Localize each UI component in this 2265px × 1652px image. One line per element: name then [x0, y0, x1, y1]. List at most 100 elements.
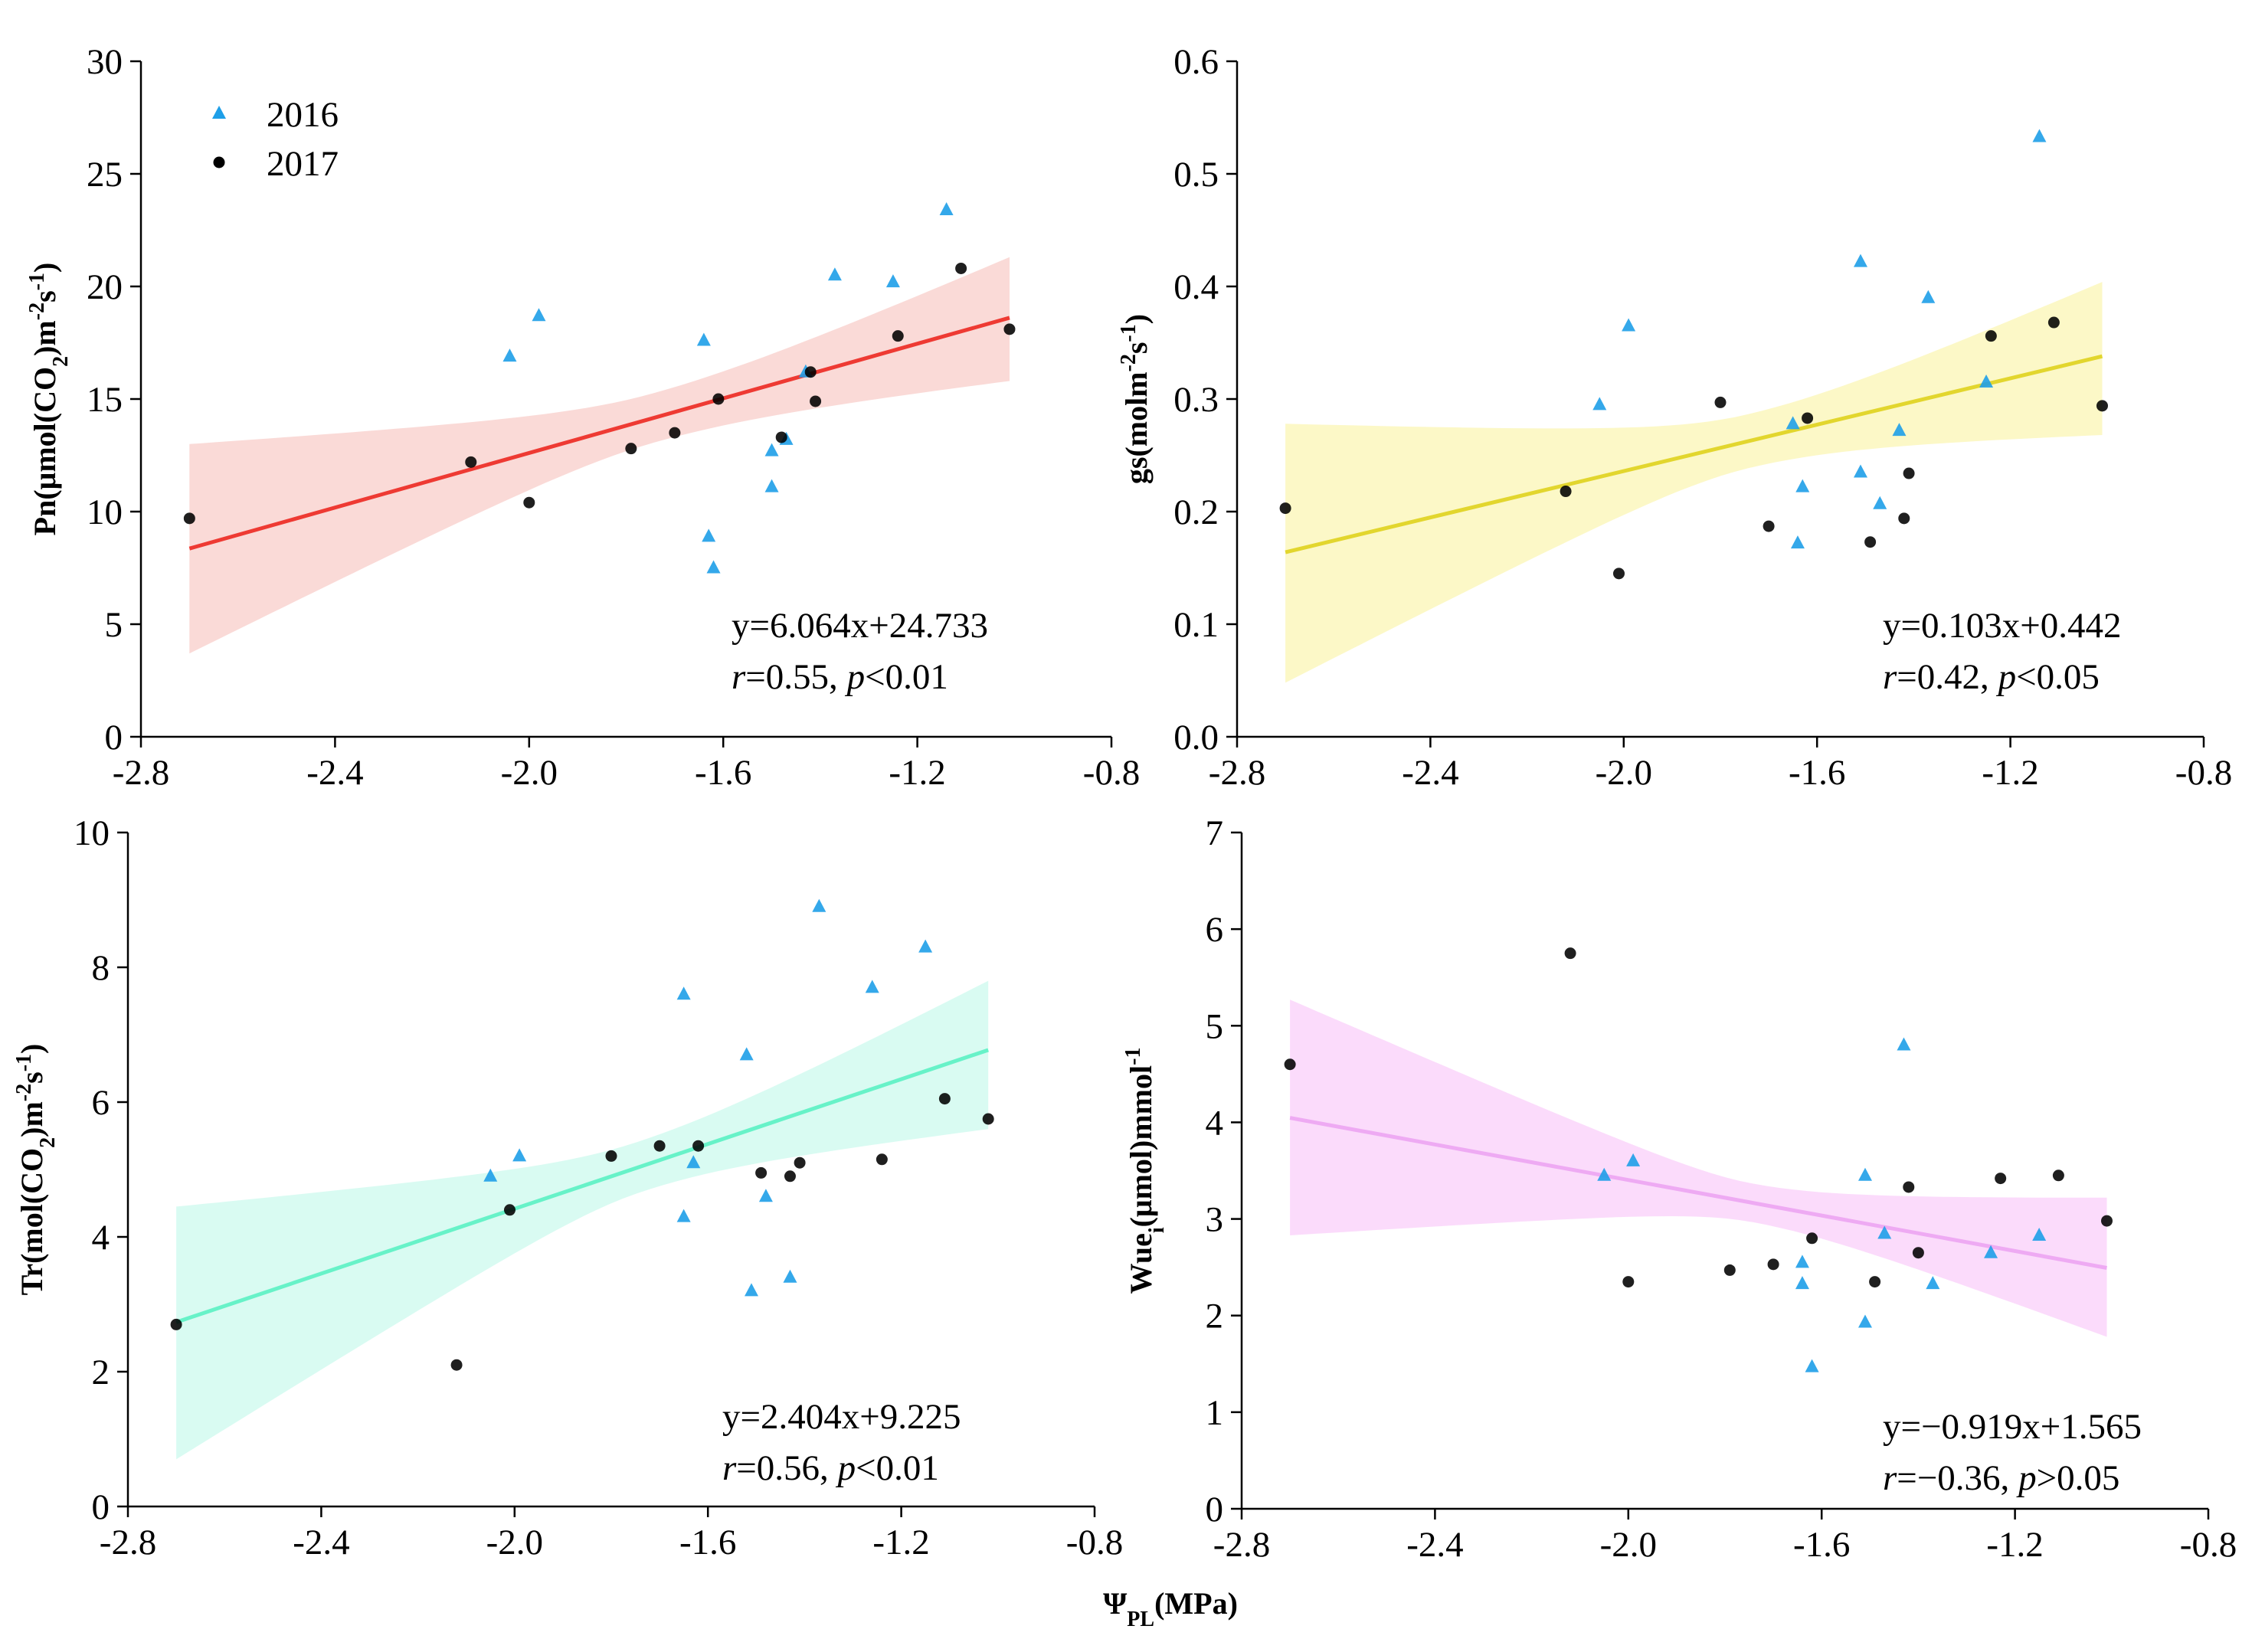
data-point-2016: [1857, 1314, 1872, 1328]
y-tick-label: 7: [1206, 813, 1224, 853]
data-point-2016: [939, 202, 954, 216]
y-axis-label: Pn(μmol(CO2)m-2s-1): [25, 263, 73, 536]
x-tick-label: -0.8: [2180, 1525, 2237, 1565]
y-tick-label: 15: [87, 380, 123, 420]
confidence-band: [189, 257, 1010, 654]
regression-line: [175, 1048, 989, 1324]
data-point-2017: [1560, 486, 1572, 498]
data-point-2017: [1284, 1058, 1296, 1071]
data-point-2016: [764, 443, 779, 456]
legend-label: 2017: [267, 144, 339, 184]
x-tick-label: -1.2: [1982, 753, 2038, 793]
legend-marker-2017: [213, 156, 225, 168]
y-tick-label: 1: [1206, 1393, 1224, 1433]
data-point-2017: [1869, 1276, 1881, 1288]
data-point-2017: [1903, 1181, 1915, 1193]
confidence-band: [1285, 282, 2103, 683]
data-point-2016: [1877, 1225, 1892, 1239]
data-point-2016: [1597, 1167, 1612, 1181]
data-point-2016: [1853, 464, 1867, 478]
data-point-2017: [876, 1153, 888, 1166]
data-point-2016: [512, 1148, 527, 1162]
data-point-2017: [1903, 467, 1915, 479]
data-point-2016: [865, 980, 879, 993]
data-point-2016: [532, 308, 546, 322]
x-tick-label: -2.8: [1213, 1525, 1270, 1565]
data-point-2017: [692, 1140, 705, 1152]
data-point-2016: [1592, 397, 1607, 411]
y-tick-label: 25: [87, 155, 123, 195]
data-point-2016: [676, 986, 691, 1000]
y-tick-label: 0.4: [1173, 267, 1219, 307]
data-point-2016: [885, 274, 900, 288]
data-point-2016: [696, 332, 711, 346]
data-point-2017: [2047, 316, 2060, 329]
y-axis-label: gs(molm-2s-1): [1117, 314, 1154, 484]
y-tick-label: 0.1: [1173, 605, 1219, 645]
data-point-2016: [1790, 535, 1805, 549]
data-point-2017: [1802, 412, 1814, 424]
data-point-2017: [794, 1156, 806, 1169]
data-point-2017: [755, 1166, 768, 1179]
regression-stats: r=−0.36, p>0.05: [1883, 1458, 2119, 1498]
y-tick-label: 2: [92, 1353, 110, 1392]
data-point-2016: [812, 898, 826, 912]
y-tick-label: 6: [92, 1083, 110, 1123]
data-point-2016: [2032, 1228, 2047, 1241]
data-point-2016: [744, 1283, 758, 1297]
y-tick-label: 5: [1206, 1006, 1224, 1046]
x-tick-label: -2.4: [1406, 1525, 1463, 1565]
x-tick-label: -2.0: [486, 1523, 543, 1562]
data-point-2017: [1864, 536, 1877, 548]
data-point-2017: [605, 1150, 617, 1162]
data-point-2017: [1714, 396, 1727, 408]
data-point-2016: [676, 1209, 691, 1222]
data-point-2017: [669, 427, 681, 439]
regression-equation: y=2.404x+9.225: [722, 1397, 961, 1437]
data-point-2016: [764, 479, 779, 492]
x-tick-label: -2.4: [293, 1523, 349, 1562]
data-point-2016: [1795, 1255, 1809, 1268]
x-axis-label: ΨPL(MPa): [1103, 1586, 1238, 1631]
x-tick-label: -2.8: [100, 1523, 156, 1562]
data-point-2017: [465, 456, 477, 468]
data-point-2016: [1926, 1276, 1940, 1290]
data-point-2017: [1622, 1276, 1635, 1288]
confidence-band: [176, 980, 989, 1460]
data-point-2016: [1785, 416, 1800, 430]
data-point-2017: [2052, 1169, 2064, 1182]
data-point-2017: [1763, 520, 1775, 532]
x-tick-label: -2.8: [113, 753, 169, 793]
regression-stats: r=0.56, p<0.01: [722, 1448, 939, 1488]
y-tick-label: 8: [92, 948, 110, 988]
x-tick-label: -2.0: [501, 753, 558, 793]
y-tick-label: 4: [92, 1218, 110, 1258]
data-point-2017: [1806, 1232, 1818, 1245]
x-tick-label: -1.2: [1986, 1525, 2043, 1565]
data-point-2017: [955, 262, 967, 274]
data-point-2016: [1853, 254, 1867, 267]
data-point-2017: [170, 1318, 182, 1330]
data-point-2017: [810, 395, 822, 407]
data-point-2017: [1898, 512, 1910, 525]
y-tick-label: 10: [74, 813, 110, 853]
regression-line: [188, 316, 1010, 551]
x-tick-label: -2.4: [306, 753, 363, 793]
y-tick-label: 10: [87, 492, 123, 532]
data-point-2017: [625, 443, 637, 455]
panel-pn: -2.8 -2.4 -2.0 -1.6 -1.2 -0.8 0 5 10 15 20 25 30 Pn(μ…: [25, 42, 1141, 793]
data-point-2017: [1723, 1264, 1736, 1276]
y-axis-label: Tr(mol(CO2)m-2s-1): [12, 1044, 60, 1296]
data-point-2016: [1795, 1276, 1809, 1290]
regression-equation: y=0.103x+0.442: [1883, 606, 2122, 646]
x-tick-label: -0.8: [1083, 753, 1140, 793]
data-point-2017: [503, 1204, 516, 1216]
data-point-2017: [1767, 1258, 1779, 1271]
panel-tr: -2.8 -2.4 -2.0 -1.6 -1.2 -0.8 0 2 4 6 8 10 Tr(mol(CO…: [12, 813, 1124, 1562]
data-point-2017: [1912, 1247, 1924, 1259]
x-tick-label: -2.8: [1209, 753, 1265, 793]
data-point-2016: [918, 939, 933, 953]
data-point-2017: [775, 431, 787, 443]
x-tick-label: -2.0: [1600, 1525, 1657, 1565]
